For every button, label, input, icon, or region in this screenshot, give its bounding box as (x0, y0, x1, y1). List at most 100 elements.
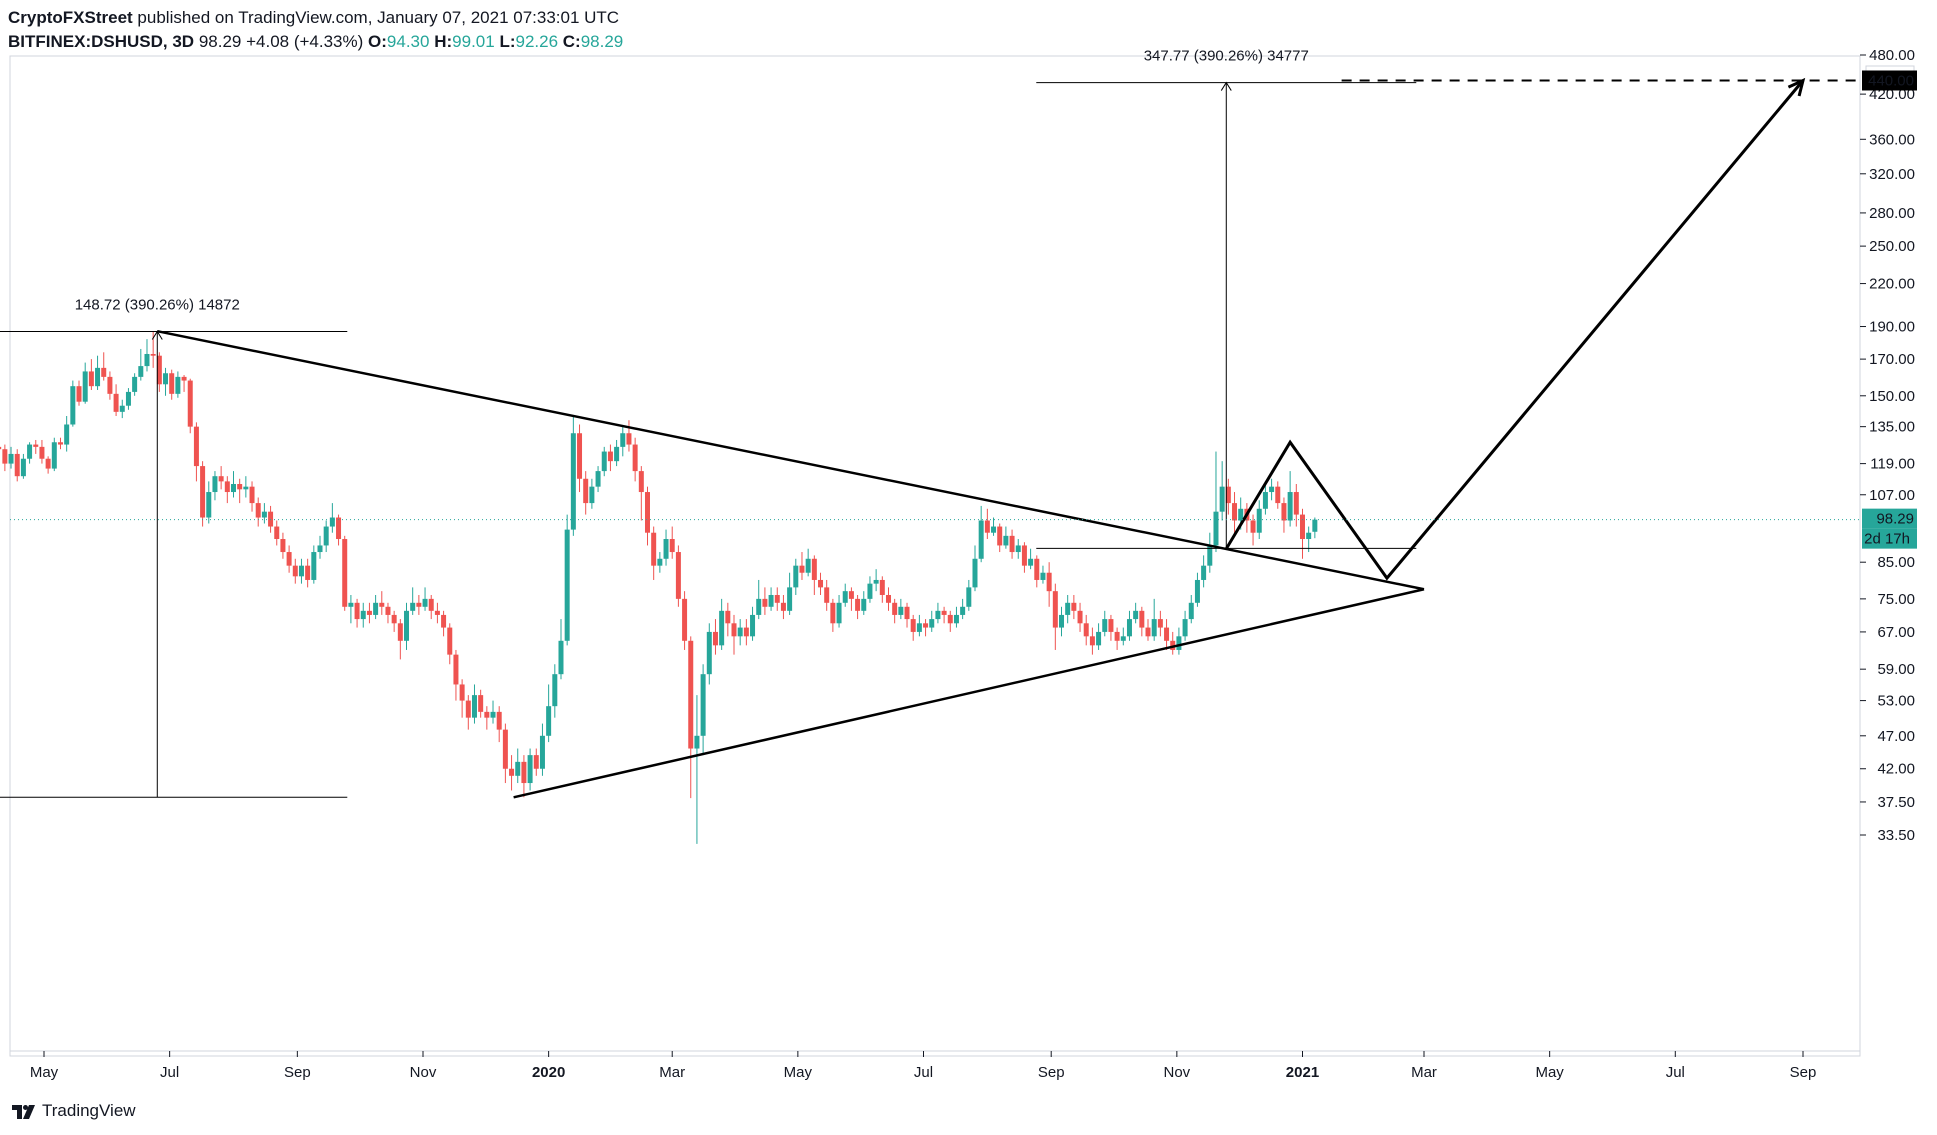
price-tick-label: 320.00 (1869, 166, 1915, 183)
candle-body (570, 433, 576, 530)
candle-body (700, 674, 706, 736)
measure-label: 148.72 (390.26%) 14872 (75, 297, 240, 314)
price-change: +4.08 (+4.33%) (246, 32, 364, 51)
candle-body (206, 492, 212, 518)
candle-body (373, 602, 379, 615)
candle-body (1071, 602, 1077, 611)
candle-body (101, 367, 107, 377)
candle-body (780, 602, 786, 611)
candle-body (1250, 520, 1256, 533)
candle-body (1232, 503, 1238, 521)
candle-body (76, 386, 82, 402)
countdown-label: 2d 17h (1864, 531, 1910, 548)
candle-body (1219, 486, 1225, 512)
current-price-label: 98.29 (1876, 511, 1914, 528)
candle-body (1201, 565, 1207, 580)
candle-body (1312, 519, 1318, 532)
candle-body (132, 376, 138, 392)
candle-body (577, 433, 583, 479)
candle-body (824, 587, 830, 603)
candle-body (527, 755, 533, 784)
candle-body (910, 619, 916, 632)
candle-body (410, 602, 416, 611)
candle-body (657, 558, 663, 566)
candle-body (175, 376, 181, 394)
symbol-label[interactable]: BITFINEX:DSHUSD, 3D (8, 32, 195, 51)
open-value: 94.30 (386, 32, 430, 51)
candle-body (1009, 535, 1015, 553)
candle-body (428, 598, 434, 611)
candle-body (1293, 492, 1299, 515)
candle-body (1182, 619, 1188, 637)
ohlc-line: BITFINEX:DSHUSD, 3D 98.29 +4.08 (+4.33%)… (8, 30, 623, 54)
candle-body (397, 623, 403, 641)
candle-body (163, 373, 169, 385)
candle-body (144, 353, 150, 367)
price-tick-label: 190.00 (1869, 319, 1915, 336)
time-tick-label: Sep (284, 1064, 311, 1081)
candle-body (1194, 579, 1200, 603)
candle-body (404, 610, 410, 641)
candle-body (0, 446, 2, 450)
candle-body (799, 565, 805, 573)
price-tick-label: 280.00 (1869, 205, 1915, 222)
candle-body (280, 539, 286, 553)
candle-body (836, 602, 842, 624)
candle-body (478, 695, 484, 712)
measure-arrowhead (151, 330, 163, 340)
candle-body (342, 539, 348, 607)
candle-body (1281, 503, 1287, 521)
candle-body (1133, 610, 1139, 620)
candle-body (255, 503, 261, 518)
candle-body (842, 591, 848, 603)
candle-body (33, 444, 39, 447)
candle-body (1306, 532, 1312, 540)
candle-body (1269, 486, 1275, 493)
candle-body (984, 520, 990, 533)
price-tick-label: 135.00 (1869, 419, 1915, 436)
candle-body (731, 623, 737, 637)
open-label: O: (368, 32, 387, 51)
time-tick-label: May (30, 1064, 59, 1081)
candle-body (941, 610, 947, 615)
candle-body (867, 583, 873, 599)
candle-body (1207, 545, 1213, 566)
price-labels: 440.00 98.29 2d 17h (10, 70, 1917, 549)
candle-body (268, 511, 274, 527)
candle-body (762, 598, 768, 607)
candle-body (243, 486, 249, 490)
publisher-name[interactable]: CryptoFXStreet (8, 8, 133, 27)
candle-body (329, 517, 335, 527)
candle-body (2, 449, 8, 464)
current-price-badge (1862, 508, 1917, 529)
candle-body (1046, 572, 1052, 592)
time-tick-label: Mar (659, 1064, 685, 1081)
candle-body (774, 594, 780, 603)
price-tick-label: 53.00 (1877, 693, 1915, 710)
low-value: 92.26 (515, 32, 559, 51)
candle-body (14, 453, 20, 477)
candle-body (305, 565, 311, 580)
chart-header: CryptoFXStreet published on TradingView.… (8, 6, 623, 54)
candle-body (447, 627, 453, 655)
candle-body (95, 367, 101, 387)
time-tick-label: Jul (160, 1064, 179, 1081)
candlestick-series (0, 331, 1318, 844)
candle-body (1287, 492, 1293, 521)
price-tick-label: 37.50 (1877, 794, 1915, 811)
candle-body (1213, 511, 1219, 546)
time-tick-label: Jul (914, 1064, 933, 1081)
candle-body (564, 529, 570, 641)
candle-body (923, 623, 929, 628)
candle-body (929, 619, 935, 628)
time-tick-label: Sep (1790, 1064, 1817, 1081)
price-tick-label: 480.00 (1869, 47, 1915, 64)
candle-body (1238, 508, 1244, 521)
candle-body (626, 433, 632, 445)
candle-body (991, 526, 997, 533)
candle-body (793, 565, 799, 588)
measure-label: 347.77 (390.26%) 34777 (1144, 48, 1309, 65)
candle-body (348, 602, 354, 607)
footer-brand[interactable]: TradingView (42, 1101, 136, 1120)
